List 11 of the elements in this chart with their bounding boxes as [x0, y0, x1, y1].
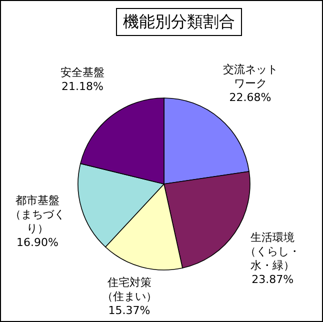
- slice-label: 安全基盤: [60, 66, 106, 80]
- slice-label: 交流ネットワーク: [222, 63, 279, 92]
- data-label: 22.68%: [228, 91, 272, 106]
- data-label: 23.87%: [250, 272, 295, 287]
- data-label: 21.18%: [60, 80, 104, 94]
- slice-label: 都市基盤（まちづくり）: [9, 194, 66, 236]
- data-label: 16.90%: [16, 236, 60, 250]
- chart-title: 機能別分類割合: [116, 8, 242, 36]
- data-label: 15.37%: [107, 304, 152, 318]
- slice-label: 住宅対策（住まい）: [100, 276, 158, 304]
- slice-label: 生活環境（くらし・水・緑）: [244, 230, 302, 273]
